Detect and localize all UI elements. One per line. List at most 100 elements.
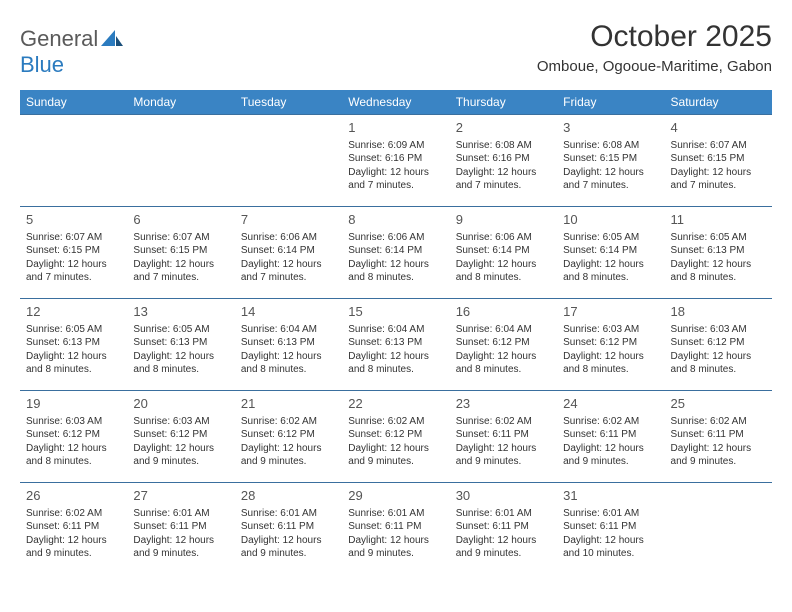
daylight-line: Daylight: 12 hours and 9 minutes. <box>456 442 551 469</box>
day-number: 15 <box>348 303 443 321</box>
day-number: 20 <box>133 395 228 413</box>
calendar-cell: 28Sunrise: 6:01 AMSunset: 6:11 PMDayligh… <box>235 483 342 575</box>
daylight-line: Daylight: 12 hours and 8 minutes. <box>563 258 658 285</box>
day-number: 1 <box>348 119 443 137</box>
calendar-cell: 11Sunrise: 6:05 AMSunset: 6:13 PMDayligh… <box>665 207 772 299</box>
calendar-cell: 4Sunrise: 6:07 AMSunset: 6:15 PMDaylight… <box>665 115 772 207</box>
calendar-row: 12Sunrise: 6:05 AMSunset: 6:13 PMDayligh… <box>20 299 772 391</box>
daylight-line: Daylight: 12 hours and 8 minutes. <box>26 350 121 377</box>
sunset-line: Sunset: 6:11 PM <box>456 520 551 534</box>
sunset-line: Sunset: 6:16 PM <box>348 152 443 166</box>
sunrise-line: Sunrise: 6:06 AM <box>348 231 443 245</box>
sunset-line: Sunset: 6:11 PM <box>456 428 551 442</box>
day-number: 22 <box>348 395 443 413</box>
daylight-line: Daylight: 12 hours and 10 minutes. <box>563 534 658 561</box>
sunrise-line: Sunrise: 6:07 AM <box>671 139 766 153</box>
sunset-line: Sunset: 6:13 PM <box>671 244 766 258</box>
daylight-line: Daylight: 12 hours and 7 minutes. <box>26 258 121 285</box>
sunset-line: Sunset: 6:12 PM <box>133 428 228 442</box>
daylight-line: Daylight: 12 hours and 9 minutes. <box>133 534 228 561</box>
calendar-row: 26Sunrise: 6:02 AMSunset: 6:11 PMDayligh… <box>20 483 772 575</box>
day-header: Wednesday <box>342 90 449 115</box>
calendar-cell: 24Sunrise: 6:02 AMSunset: 6:11 PMDayligh… <box>557 391 664 483</box>
day-number: 17 <box>563 303 658 321</box>
sunrise-line: Sunrise: 6:08 AM <box>563 139 658 153</box>
day-number: 26 <box>26 487 121 505</box>
sunrise-line: Sunrise: 6:05 AM <box>133 323 228 337</box>
logo-sail-icon <box>101 28 123 46</box>
calendar-cell: 3 Sunrise: 6:08 AMSunset: 6:15 PMDaylight… <box>557 115 664 207</box>
sunrise-line: Sunrise: 6:02 AM <box>563 415 658 429</box>
daylight-line: Daylight: 12 hours and 7 minutes. <box>133 258 228 285</box>
daylight-line: Daylight: 12 hours and 7 minutes. <box>241 258 336 285</box>
calendar-cell: 1Sunrise: 6:09 AMSunset: 6:16 PMDaylight… <box>342 115 449 207</box>
day-number: 13 <box>133 303 228 321</box>
logo-text-general: General <box>20 26 98 51</box>
day-number: 16 <box>456 303 551 321</box>
sunrise-line: Sunrise: 6:02 AM <box>348 415 443 429</box>
calendar-cell: 23Sunrise: 6:02 AMSunset: 6:11 PMDayligh… <box>450 391 557 483</box>
calendar-cell: 2Sunrise: 6:08 AMSunset: 6:16 PMDaylight… <box>450 115 557 207</box>
day-number: 28 <box>241 487 336 505</box>
daylight-line: Daylight: 12 hours and 8 minutes. <box>671 258 766 285</box>
calendar-cell: 26Sunrise: 6:02 AMSunset: 6:11 PMDayligh… <box>20 483 127 575</box>
daylight-line: Daylight: 12 hours and 7 minutes. <box>671 166 766 193</box>
calendar-row: 1Sunrise: 6:09 AMSunset: 6:16 PMDaylight… <box>20 115 772 207</box>
sunset-line: Sunset: 6:14 PM <box>241 244 336 258</box>
sunset-line: Sunset: 6:15 PM <box>133 244 228 258</box>
sunrise-line: Sunrise: 6:02 AM <box>26 507 121 521</box>
header: General Blue October 2025 Omboue, Ogooue… <box>20 20 772 78</box>
daylight-line: Daylight: 12 hours and 9 minutes. <box>563 442 658 469</box>
sunrise-line: Sunrise: 6:04 AM <box>348 323 443 337</box>
sunrise-line: Sunrise: 6:01 AM <box>563 507 658 521</box>
sunrise-line: Sunrise: 6:04 AM <box>241 323 336 337</box>
sunset-line: Sunset: 6:11 PM <box>133 520 228 534</box>
sunrise-line: Sunrise: 6:01 AM <box>456 507 551 521</box>
sunset-line: Sunset: 6:11 PM <box>563 520 658 534</box>
calendar-cell: 30Sunrise: 6:01 AMSunset: 6:11 PMDayligh… <box>450 483 557 575</box>
calendar-cell-empty <box>665 483 772 575</box>
sunset-line: Sunset: 6:11 PM <box>241 520 336 534</box>
sunset-line: Sunset: 6:12 PM <box>26 428 121 442</box>
daylight-line: Daylight: 12 hours and 9 minutes. <box>133 442 228 469</box>
calendar-cell: 20Sunrise: 6:03 AMSunset: 6:12 PMDayligh… <box>127 391 234 483</box>
calendar-cell: 7Sunrise: 6:06 AMSunset: 6:14 PMDaylight… <box>235 207 342 299</box>
day-header: Tuesday <box>235 90 342 115</box>
day-number: 27 <box>133 487 228 505</box>
sunset-line: Sunset: 6:14 PM <box>456 244 551 258</box>
sunset-line: Sunset: 6:13 PM <box>241 336 336 350</box>
daylight-line: Daylight: 12 hours and 8 minutes. <box>671 350 766 377</box>
day-number: 8 <box>348 211 443 229</box>
daylight-line: Daylight: 12 hours and 8 minutes. <box>563 350 658 377</box>
daylight-line: Daylight: 12 hours and 7 minutes. <box>563 166 658 193</box>
day-header: Monday <box>127 90 234 115</box>
sunrise-line: Sunrise: 6:05 AM <box>26 323 121 337</box>
logo-text-blue: Blue <box>20 52 64 77</box>
calendar-row: 19Sunrise: 6:03 AMSunset: 6:12 PMDayligh… <box>20 391 772 483</box>
daylight-line: Daylight: 12 hours and 8 minutes. <box>348 258 443 285</box>
calendar-cell: 25Sunrise: 6:02 AMSunset: 6:11 PMDayligh… <box>665 391 772 483</box>
calendar-cell: 6Sunrise: 6:07 AMSunset: 6:15 PMDaylight… <box>127 207 234 299</box>
day-number: 10 <box>563 211 658 229</box>
sunrise-line: Sunrise: 6:07 AM <box>26 231 121 245</box>
day-number: 3 <box>563 119 658 137</box>
sunset-line: Sunset: 6:11 PM <box>671 428 766 442</box>
sunset-line: Sunset: 6:16 PM <box>456 152 551 166</box>
calendar-cell: 29Sunrise: 6:01 AMSunset: 6:11 PMDayligh… <box>342 483 449 575</box>
sunset-line: Sunset: 6:15 PM <box>563 152 658 166</box>
sunset-line: Sunset: 6:12 PM <box>348 428 443 442</box>
sunset-line: Sunset: 6:14 PM <box>563 244 658 258</box>
calendar-cell: 17Sunrise: 6:03 AMSunset: 6:12 PMDayligh… <box>557 299 664 391</box>
calendar-cell: 21Sunrise: 6:02 AMSunset: 6:12 PMDayligh… <box>235 391 342 483</box>
sunset-line: Sunset: 6:13 PM <box>348 336 443 350</box>
calendar-cell: 8Sunrise: 6:06 AMSunset: 6:14 PMDaylight… <box>342 207 449 299</box>
day-number: 29 <box>348 487 443 505</box>
calendar-cell-empty <box>235 115 342 207</box>
calendar-cell: 16Sunrise: 6:04 AMSunset: 6:12 PMDayligh… <box>450 299 557 391</box>
day-number: 30 <box>456 487 551 505</box>
sunrise-line: Sunrise: 6:03 AM <box>563 323 658 337</box>
sunrise-line: Sunrise: 6:06 AM <box>456 231 551 245</box>
sunrise-line: Sunrise: 6:03 AM <box>671 323 766 337</box>
day-number: 7 <box>241 211 336 229</box>
day-header: Saturday <box>665 90 772 115</box>
